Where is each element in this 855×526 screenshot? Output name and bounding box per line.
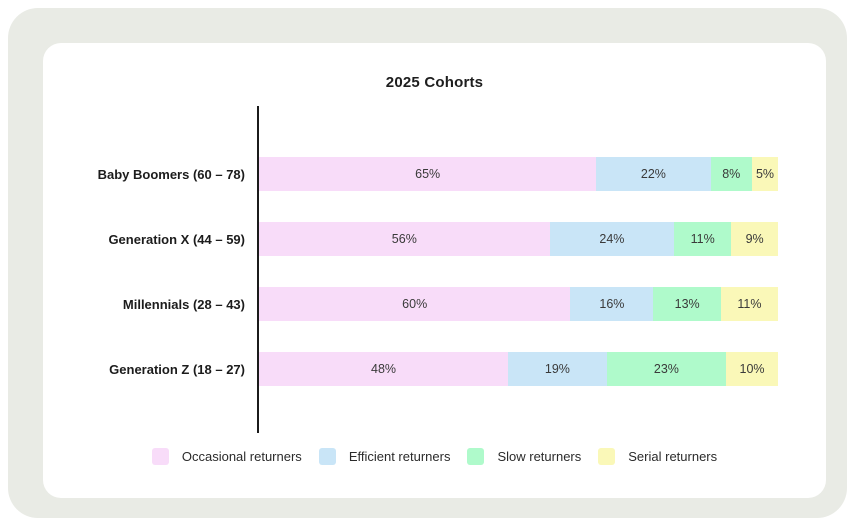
legend-swatch [598,448,616,465]
legend-label: Efficient returners [348,449,451,464]
bar-segment: 48% [259,352,509,386]
legend-swatch [151,448,169,465]
category-label: Generation X (44 – 59) [108,231,245,247]
stacked-bar: 56% 24% 11% 9% [259,222,778,256]
bar-segment: 10% [726,352,778,386]
legend-item: Slow returners [467,448,581,465]
bar-segment: 23% [606,352,727,386]
bar-segment: 13% [653,287,721,321]
legend-item: Serial returners [598,448,717,465]
bar-segment: 24% [549,222,675,256]
bar-rows: Baby Boomers (60 – 78) 65% 22% 8% 5% Generati… [43,157,826,417]
bar-segment: 19% [508,352,607,386]
bar-row: Generation Z (18 – 27) 48% 19% 23% 10% [43,352,826,386]
bar-segment: 5% [752,157,778,191]
bar-segment: 56% [259,222,550,256]
stacked-bar: 60% 16% 13% 11% [259,287,778,321]
chart-card: 2025 Cohorts Baby Boomers (60 – 78) 65% 22… [43,43,826,498]
legend-swatch [318,448,336,465]
legend: Occasional returners Efficient returners S… [43,448,826,465]
legend-label: Serial returners [628,449,718,464]
outer-frame: 2025 Cohorts Baby Boomers (60 – 78) 65% 22… [8,8,847,518]
bar-row: Millennials (28 – 43) 60% 16% 13% 11% [43,287,826,321]
bar-segment: 8% [710,157,753,191]
bar-segment: 22% [596,157,711,191]
bar-segment: 60% [259,287,571,321]
bar-segment: 11% [674,222,732,256]
legend-label: Occasional returners [181,449,302,464]
bar-row: Baby Boomers (60 – 78) 65% 22% 8% 5% [43,157,826,191]
legend-item: Occasional returners [151,448,302,465]
category-label: Millennials (28 – 43) [122,296,245,312]
bar-row: Generation X (44 – 59) 56% 24% 11% 9% [43,222,826,256]
bar-segment: 11% [720,287,778,321]
chart-title: 2025 Cohorts [385,74,484,91]
stacked-bar: 65% 22% 8% 5% [259,157,778,191]
bar-segment: 65% [259,157,597,191]
y-axis-line [257,106,259,433]
legend-item: Efficient returners [318,448,451,465]
category-label: Generation Z (18 – 27) [109,361,245,377]
stacked-bar: 48% 19% 23% 10% [259,352,778,386]
bar-segment: 9% [731,222,778,256]
category-label: Baby Boomers (60 – 78) [97,166,245,182]
legend-swatch [467,448,485,465]
bar-segment: 16% [570,287,654,321]
legend-label: Slow returners [497,449,582,464]
